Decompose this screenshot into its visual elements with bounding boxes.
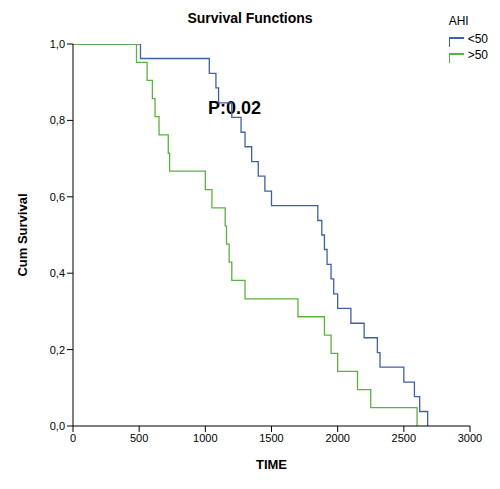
svg-text:Cum Survival: Cum Survival: [15, 193, 30, 276]
svg-text:0,0: 0,0: [50, 420, 65, 432]
svg-text:2000: 2000: [325, 432, 349, 444]
svg-text:0,2: 0,2: [50, 344, 65, 356]
svg-text:3000: 3000: [458, 432, 482, 444]
html-text:P:0.02: P:0.02: [208, 98, 261, 118]
svg-text:2500: 2500: [392, 432, 416, 444]
svg-text:1500: 1500: [259, 432, 283, 444]
html-text:>50: >50: [467, 47, 488, 62]
svg-text:1,0: 1,0: [50, 38, 65, 50]
svg-text:TIME: TIME: [256, 457, 287, 472]
svg-text:0,8: 0,8: [50, 114, 65, 126]
svg-text:500: 500: [130, 432, 148, 444]
html-text:Survival Functions: Survival Functions: [187, 10, 313, 26]
svg-text:0: 0: [70, 432, 76, 444]
html-text:AHI: AHI: [448, 14, 469, 28]
svg-text:1000: 1000: [193, 432, 217, 444]
svg-text:0,6: 0,6: [50, 191, 65, 203]
svg-text:0,4: 0,4: [50, 267, 65, 279]
html-text:<50: <50: [467, 31, 488, 46]
